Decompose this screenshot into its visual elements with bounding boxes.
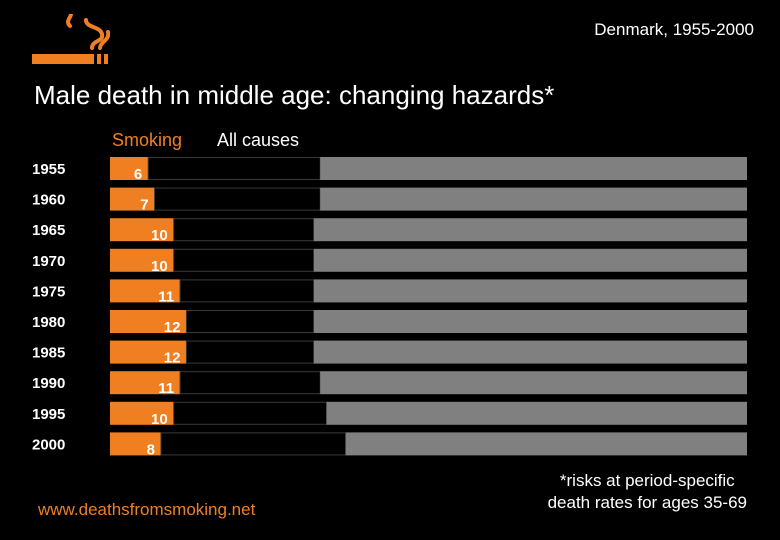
footnote-line-2: death rates for ages 35-69 — [547, 493, 747, 512]
stacked-bar-chart: 1955 6 1960 7 1965 10 1970 10 1975 11 1980 12 1985 12… — [32, 157, 747, 458]
footnote: *risks at period-specific death rates fo… — [548, 470, 747, 514]
value-label-1970: 10 — [151, 258, 168, 275]
year-label-1970: 1970 — [32, 253, 65, 270]
bar-remainder-1955 — [320, 157, 747, 180]
bar-smoking-1975 — [110, 279, 181, 303]
bar-all-causes-1970 — [173, 248, 315, 272]
bar-smoking-1965 — [110, 218, 174, 242]
bar-smoking-1955 — [110, 157, 149, 180]
bar-all-causes-2000 — [160, 432, 347, 456]
bar-all-causes-1965 — [173, 218, 315, 242]
value-label-1990: 11 — [158, 380, 174, 397]
year-label-1985: 1985 — [32, 345, 65, 362]
value-label-1995: 10 — [151, 411, 168, 428]
cigarette-logo-icon — [30, 10, 111, 70]
bar-remainder-2000 — [345, 432, 747, 456]
bar-all-causes-1980 — [185, 310, 315, 333]
bar-smoking-1980 — [110, 310, 187, 333]
year-label-1965: 1965 — [32, 222, 65, 239]
value-label-1955: 6 — [134, 166, 142, 183]
chart-title: Male death in middle age: changing hazar… — [34, 80, 555, 110]
bar-all-causes-1955 — [147, 157, 321, 180]
value-label-1960: 7 — [140, 197, 148, 214]
bar-remainder-1985 — [313, 340, 747, 364]
bar-remainder-1960 — [320, 187, 747, 211]
bar-remainder-1990 — [320, 371, 747, 395]
year-label-1960: 1960 — [32, 192, 65, 209]
bar-smoking-1990 — [110, 371, 181, 395]
bar-remainder-1975 — [313, 279, 747, 303]
legend-all-causes-label: All causes — [217, 130, 300, 150]
bar-smoking-1960 — [110, 187, 155, 211]
bar-all-causes-1975 — [179, 279, 315, 303]
bar-smoking-1970 — [110, 248, 174, 272]
bar-all-causes-1985 — [185, 340, 315, 364]
year-label-1955: 1955 — [32, 161, 65, 178]
bar-smoking-1995 — [110, 401, 174, 425]
bar-remainder-1965 — [313, 218, 747, 242]
value-label-1975: 11 — [158, 288, 174, 305]
chart-subtitle: Denmark, 1955-2000 — [594, 20, 754, 39]
bar-smoking-2000 — [110, 432, 161, 456]
bar-remainder-1970 — [313, 248, 747, 272]
year-label-1990: 1990 — [32, 375, 65, 392]
value-label-1985: 12 — [164, 350, 181, 367]
bar-smoking-1985 — [110, 340, 187, 364]
year-label-1980: 1980 — [32, 314, 65, 331]
year-label-2000: 2000 — [32, 436, 65, 453]
value-label-1965: 10 — [151, 227, 168, 244]
footnote-line-1: *risks at period-specific — [559, 471, 735, 490]
source-url: www.deathsfromsmoking.net — [38, 500, 256, 519]
year-label-1975: 1975 — [32, 283, 65, 300]
bar-remainder-1980 — [313, 310, 747, 333]
bar-remainder-1995 — [326, 401, 747, 425]
bar-all-causes-1995 — [173, 401, 328, 425]
bar-all-causes-1990 — [179, 371, 321, 395]
bar-all-causes-1960 — [154, 187, 321, 211]
legend-smoking-label: Smoking — [112, 130, 183, 150]
year-label-1995: 1995 — [32, 406, 65, 423]
value-label-1980: 12 — [164, 319, 181, 336]
value-label-2000: 8 — [147, 441, 155, 458]
